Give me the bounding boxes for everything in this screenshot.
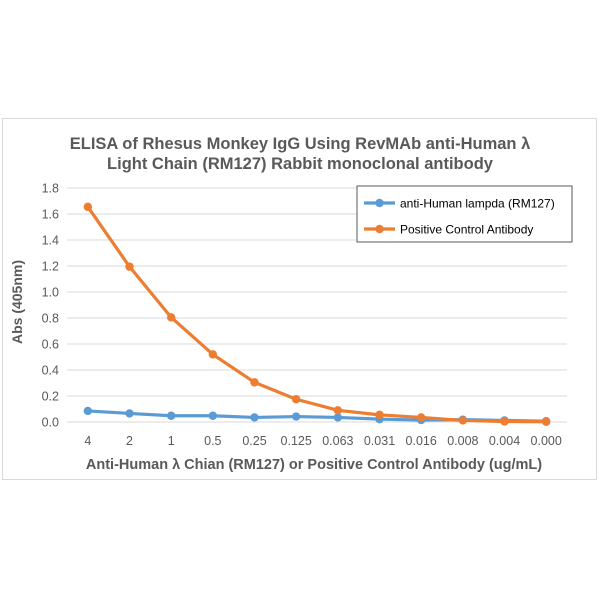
data-point <box>250 378 259 387</box>
y-tick-label: 1.2 <box>42 260 59 274</box>
chart-title-line-1: ELISA of Rhesus Monkey IgG Using RevMAb … <box>69 135 531 153</box>
y-tick-label: 1.4 <box>42 234 59 248</box>
data-point <box>125 262 134 271</box>
data-point <box>458 416 468 425</box>
y-axis-tick-labels: 0.0 0.2 0.4 0.6 0.8 1.0 1.2 1.4 1.6 1.8 <box>42 182 59 430</box>
x-tick-label: 4 <box>84 434 91 448</box>
x-tick-label: 0.031 <box>364 434 395 448</box>
x-tick-label: 0.063 <box>322 434 353 448</box>
x-tick-label: 1 <box>168 434 175 448</box>
data-point <box>333 406 343 415</box>
y-tick-label: 0.0 <box>42 416 59 430</box>
legend: anti-Human lampda (RM127) Positive Contro… <box>356 185 573 243</box>
x-axis-title: Anti-Human λ Chian (RM127) or Positive C… <box>86 457 542 473</box>
x-axis-tick-labels: 4 2 1 0.5 0.25 0.125 0.063 0.031 0.016 0.008 0.004… <box>84 434 561 448</box>
series-2 <box>83 202 551 426</box>
data-point <box>541 417 551 426</box>
x-tick-label: 0.25 <box>242 434 266 448</box>
y-tick-label: 0.8 <box>42 312 59 326</box>
legend-swatch-marker <box>375 198 384 208</box>
data-point <box>250 413 259 422</box>
data-point <box>166 313 176 322</box>
y-tick-label: 0.4 <box>42 364 59 378</box>
data-point <box>125 409 134 418</box>
legend-box <box>356 185 573 243</box>
data-point <box>208 350 218 359</box>
legend-swatch-marker <box>375 224 384 234</box>
y-tick-label: 0.2 <box>42 390 59 404</box>
x-tick-label: 2 <box>126 434 133 448</box>
y-tick-label: 0.6 <box>42 338 59 352</box>
x-tick-label: 0.125 <box>281 434 312 448</box>
x-tick-label: 0.008 <box>447 434 478 448</box>
x-tick-label: 0.5 <box>204 434 221 448</box>
legend-item: anti-Human lampda (RM127) <box>364 197 555 211</box>
x-tick-label: 0.000 <box>531 434 562 448</box>
data-point <box>208 411 218 420</box>
series-line <box>86 205 548 424</box>
chart-title-line-2: Light Chain (RM127) Rabbit monoclonal an… <box>107 155 493 173</box>
data-point <box>166 411 176 420</box>
legend-item: Positive Control Antibody <box>364 223 533 237</box>
series-1 <box>83 406 551 426</box>
data-point <box>291 395 301 404</box>
data-point <box>83 406 93 416</box>
y-tick-label: 1.8 <box>42 182 59 196</box>
data-point <box>333 413 343 422</box>
legend-label: anti-Human lampda (RM127) <box>400 197 555 211</box>
data-point <box>83 202 93 212</box>
series-lines <box>83 202 551 426</box>
data-point <box>500 417 509 426</box>
y-axis-title: Abs (405nm) <box>9 260 25 344</box>
y-tick-label: 1.6 <box>42 208 59 222</box>
y-tick-label: 1.0 <box>42 286 59 300</box>
x-tick-label: 0.004 <box>489 434 520 448</box>
data-point <box>416 413 426 422</box>
data-point <box>291 412 301 421</box>
x-tick-label: 0.016 <box>406 434 437 448</box>
data-point <box>375 410 384 420</box>
legend-label: Positive Control Antibody <box>400 223 533 237</box>
